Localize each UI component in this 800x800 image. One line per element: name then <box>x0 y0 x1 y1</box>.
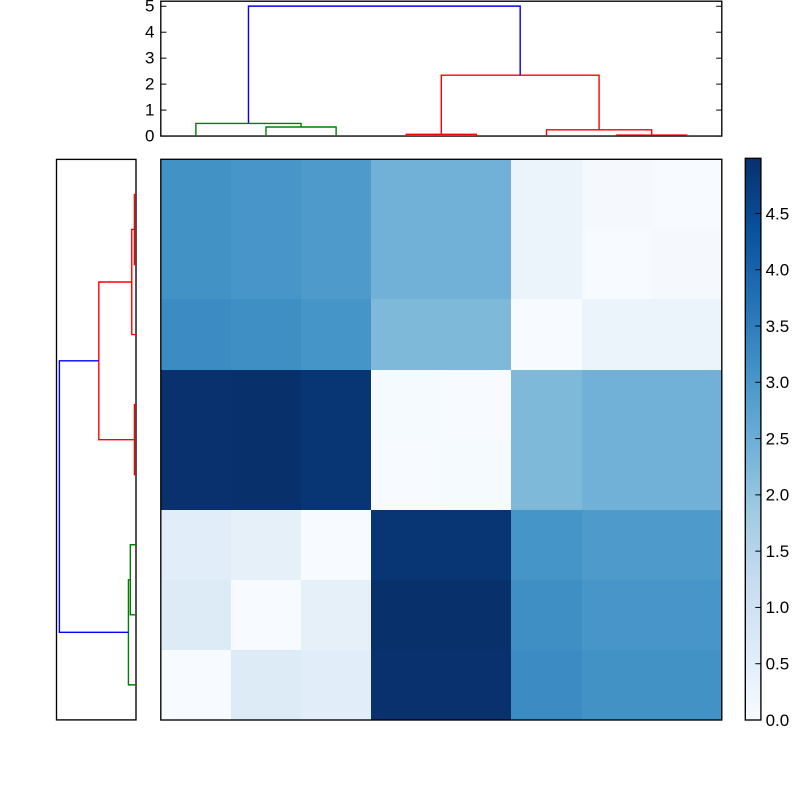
svg-text:2: 2 <box>145 74 154 93</box>
svg-text:4.5: 4.5 <box>766 204 790 223</box>
svg-text:3: 3 <box>145 48 154 67</box>
svg-text:0.5: 0.5 <box>766 655 790 674</box>
svg-text:4.0: 4.0 <box>766 261 790 280</box>
svg-text:2.0: 2.0 <box>766 486 790 505</box>
svg-text:1.0: 1.0 <box>766 598 790 617</box>
svg-text:5: 5 <box>145 0 154 16</box>
svg-text:3.5: 3.5 <box>766 317 790 336</box>
svg-text:0.0: 0.0 <box>766 711 790 730</box>
svg-text:1.5: 1.5 <box>766 542 790 561</box>
svg-text:1: 1 <box>145 100 154 119</box>
svg-text:0: 0 <box>145 126 154 145</box>
svg-text:3.0: 3.0 <box>766 373 790 392</box>
svg-text:2.5: 2.5 <box>766 429 790 448</box>
svg-text:4: 4 <box>145 23 154 42</box>
